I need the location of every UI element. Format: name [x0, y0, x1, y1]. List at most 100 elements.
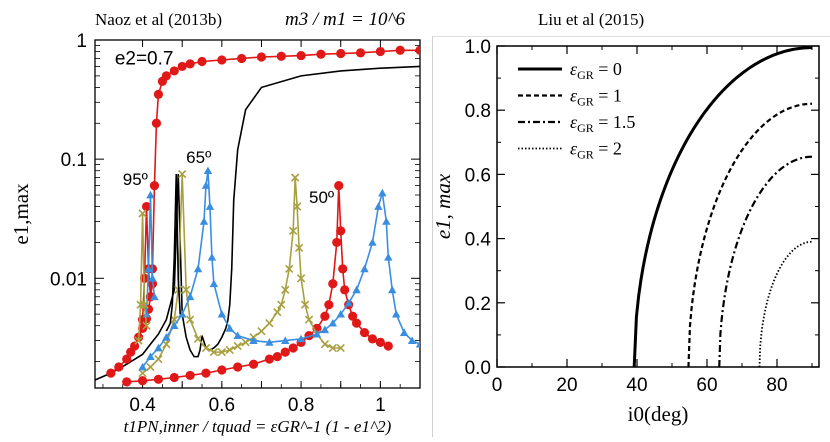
left-circle-marker	[340, 285, 350, 295]
left-x-marker	[257, 326, 266, 336]
left-x-marker	[285, 264, 294, 274]
left-circle-marker	[197, 56, 207, 67]
left-x-marker	[336, 343, 345, 353]
left-annotation-e2: e2=0.7	[115, 48, 174, 69]
left-triangle-marker	[148, 274, 157, 282]
left-triangle-marker	[399, 328, 409, 336]
left-circle-marker	[280, 347, 290, 357]
left-x-marker	[134, 336, 143, 345]
left-x-marker	[292, 202, 302, 211]
left-triangle-marker	[177, 309, 187, 318]
left-x-marker	[296, 274, 306, 283]
left-circle-marker	[316, 49, 326, 59]
left-circle-marker	[114, 362, 124, 372]
left-x-tick-label: 0.4	[129, 395, 156, 416]
left-circle-marker	[272, 352, 282, 362]
left-circle-marker	[288, 343, 298, 353]
left-triangle-marker	[360, 264, 369, 273]
right-x-tick-label: 0	[492, 375, 503, 396]
left-circle-marker	[137, 376, 148, 386]
left-triangle-marker	[328, 318, 338, 327]
left-triangle-marker	[205, 202, 215, 210]
left-triangle-marker	[144, 264, 153, 273]
left-circle-marker	[161, 71, 171, 81]
left-circle-marker	[348, 311, 358, 321]
left-x-marker	[241, 338, 250, 347]
right-series-curve	[758, 240, 813, 368]
legend-label: εGR = 1.5	[570, 112, 635, 135]
left-triangle-marker	[344, 298, 353, 307]
left-x-marker	[185, 315, 195, 324]
left-circle-marker	[130, 341, 140, 351]
left-triangle-marker	[374, 202, 383, 210]
left-triangle-marker	[203, 166, 213, 175]
left-circle-marker	[122, 377, 132, 387]
left-circle-marker	[106, 368, 116, 378]
left-triangle-marker	[162, 333, 171, 341]
left-circle-marker	[334, 180, 344, 191]
right-y-axis-label: e1, max	[431, 173, 455, 239]
right-series-curve	[632, 46, 813, 368]
right-panel-border	[432, 36, 830, 437]
left-circle-marker	[375, 46, 385, 57]
left-x-marker	[265, 319, 274, 328]
left-x-marker	[281, 285, 290, 295]
left-circle-marker	[328, 279, 338, 289]
left-triangle-marker	[225, 324, 234, 332]
left-x-marker	[142, 321, 151, 330]
left-circle-marker	[149, 180, 160, 191]
left-annotation-95: 95º	[123, 170, 148, 189]
left-x-marker	[300, 300, 310, 309]
left-circle-marker	[201, 368, 211, 378]
left-circle-marker	[256, 52, 267, 62]
left-annotation-65: 65º	[186, 148, 211, 167]
right-title: Liu et al (2015)	[538, 10, 644, 29]
left-x-marker	[181, 285, 191, 295]
left-chart: 0.4 0.6 0.8 1 0.01 0.1 1 e2=0.7 95º 65º 50º Naoz et…	[9, 9, 421, 436]
left-triangle-marker	[320, 325, 330, 334]
left-triangle-marker	[281, 336, 290, 344]
legend-label: εGR = 1	[570, 86, 622, 109]
left-circle-marker	[375, 337, 385, 347]
left-triangle-marker	[209, 279, 219, 288]
legend-label: εGR = 2	[570, 139, 622, 162]
right-series-curve	[718, 155, 813, 368]
left-circle-marker	[122, 354, 132, 364]
left-triangle-marker	[233, 331, 242, 340]
left-triangle-marker	[185, 292, 195, 301]
right-x-tick-label: 40	[626, 375, 647, 396]
left-circle-marker	[141, 201, 152, 212]
left-circle-marker	[415, 45, 420, 55]
left-triangle-marker	[407, 336, 417, 344]
left-triangle-marker	[193, 264, 203, 273]
left-circle-marker	[276, 51, 286, 61]
left-triangle-marker	[201, 181, 211, 189]
left-circle-marker	[185, 59, 195, 69]
right-x-tick-label: 80	[766, 375, 787, 396]
left-triangle-marker	[296, 334, 306, 343]
left-circle-marker	[169, 372, 179, 383]
left-triangle-marker	[217, 309, 227, 318]
left-triangle-marker	[154, 343, 163, 352]
left-circle-marker	[217, 365, 227, 375]
left-x-tick-label: 0.8	[288, 395, 314, 416]
legend-label: εGR = 0	[570, 59, 622, 82]
left-circle-marker	[359, 328, 370, 338]
left-triangle-marker	[146, 352, 155, 360]
left-x-marker	[178, 169, 187, 179]
left-series-line	[141, 170, 420, 368]
left-y-tick-label: 0.1	[61, 150, 87, 171]
left-triangle-marker	[378, 188, 387, 197]
left-circle-marker	[367, 334, 378, 344]
left-circle-marker	[237, 53, 247, 64]
right-y-tick-label: 1.0	[465, 37, 491, 58]
left-x-axis-label: t1PN,inner / tquad = εGR^-1 (1 - e1^2)	[124, 417, 392, 436]
left-y-axis-label: e1,max	[9, 183, 33, 245]
left-x-tick-label: 1	[375, 395, 386, 416]
left-x-marker	[320, 339, 330, 349]
left-x-marker	[146, 362, 155, 372]
left-x-marker	[290, 173, 300, 182]
left-circle-marker	[177, 61, 187, 72]
left-triangle-marker	[142, 309, 151, 318]
left-series-group	[95, 45, 420, 387]
